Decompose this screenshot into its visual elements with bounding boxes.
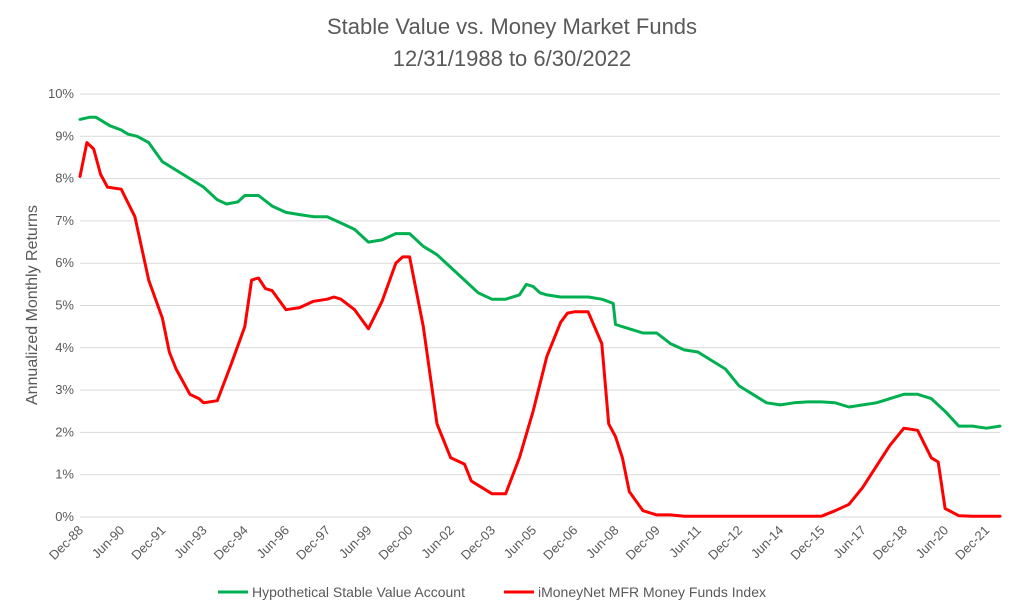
y-tick-label: 10% bbox=[48, 86, 74, 101]
stable-value-line bbox=[78, 115, 1002, 430]
y-axis-label: Annualized Monthly Returns bbox=[24, 205, 41, 405]
x-tick-label: Dec-94 bbox=[211, 523, 251, 563]
x-tick-label: Dec-88 bbox=[46, 523, 86, 563]
chart-title: Stable Value vs. Money Market Funds bbox=[327, 14, 697, 39]
x-tick-label: Dec-09 bbox=[623, 523, 663, 563]
x-tick-label: Jun-93 bbox=[171, 523, 210, 562]
x-tick-label: Jun-08 bbox=[583, 523, 622, 562]
y-tick-label: 8% bbox=[55, 171, 74, 186]
legend-label: iMoneyNet MFR Money Funds Index bbox=[538, 584, 766, 600]
x-tick-label: Jun-20 bbox=[912, 523, 951, 562]
y-tick-label: 6% bbox=[55, 255, 74, 270]
x-tick-label: Jun-90 bbox=[89, 523, 128, 562]
x-tick-label: Jun-99 bbox=[336, 523, 375, 562]
y-tick-label: 2% bbox=[55, 424, 74, 439]
gridlines bbox=[80, 93, 1000, 518]
y-tick-labels: 0% 1% 2% 3% 4% 5% 6% 7% 8% 9% 10% bbox=[48, 86, 74, 524]
y-tick-label: 3% bbox=[55, 382, 74, 397]
x-tick-label: Jun-05 bbox=[501, 523, 540, 562]
legend-label: Hypothetical Stable Value Account bbox=[252, 584, 465, 600]
money-funds-line bbox=[78, 141, 1002, 518]
y-tick-label: 0% bbox=[55, 509, 74, 524]
x-tick-label: Dec-97 bbox=[293, 523, 333, 563]
x-tick-label: Jun-11 bbox=[666, 523, 704, 561]
chart-subtitle: 12/31/1988 to 6/30/2022 bbox=[393, 46, 632, 71]
x-tick-label: Jun-14 bbox=[748, 523, 787, 562]
x-tick-labels: Dec-88 Jun-90 Dec-91 Jun-93 Dec-94 Jun-96 Dec-… bbox=[46, 523, 993, 563]
x-tick-label: Dec-15 bbox=[787, 523, 827, 563]
y-tick-label: 7% bbox=[55, 213, 74, 228]
x-tick-label: Jun-17 bbox=[830, 523, 869, 562]
legend: Hypothetical Stable Value Account iMoneyN… bbox=[218, 584, 766, 600]
x-tick-label: Jun-02 bbox=[418, 523, 457, 562]
y-tick-label: 1% bbox=[55, 467, 74, 482]
y-tick-label: 4% bbox=[55, 340, 74, 355]
x-tick-label: Dec-91 bbox=[128, 523, 168, 563]
x-tick-label: Dec-21 bbox=[952, 523, 992, 563]
y-tick-label: 9% bbox=[55, 128, 74, 143]
series-lines bbox=[78, 115, 1002, 518]
x-tick-label: Dec-12 bbox=[705, 523, 745, 563]
x-tick-label: Jun-96 bbox=[253, 523, 292, 562]
x-tick-label: Dec-00 bbox=[375, 523, 415, 563]
x-tick-label: Dec-18 bbox=[870, 523, 910, 563]
x-tick-label: Dec-06 bbox=[540, 523, 580, 563]
x-tick-label: Dec-03 bbox=[458, 523, 498, 563]
y-tick-label: 5% bbox=[55, 298, 74, 313]
